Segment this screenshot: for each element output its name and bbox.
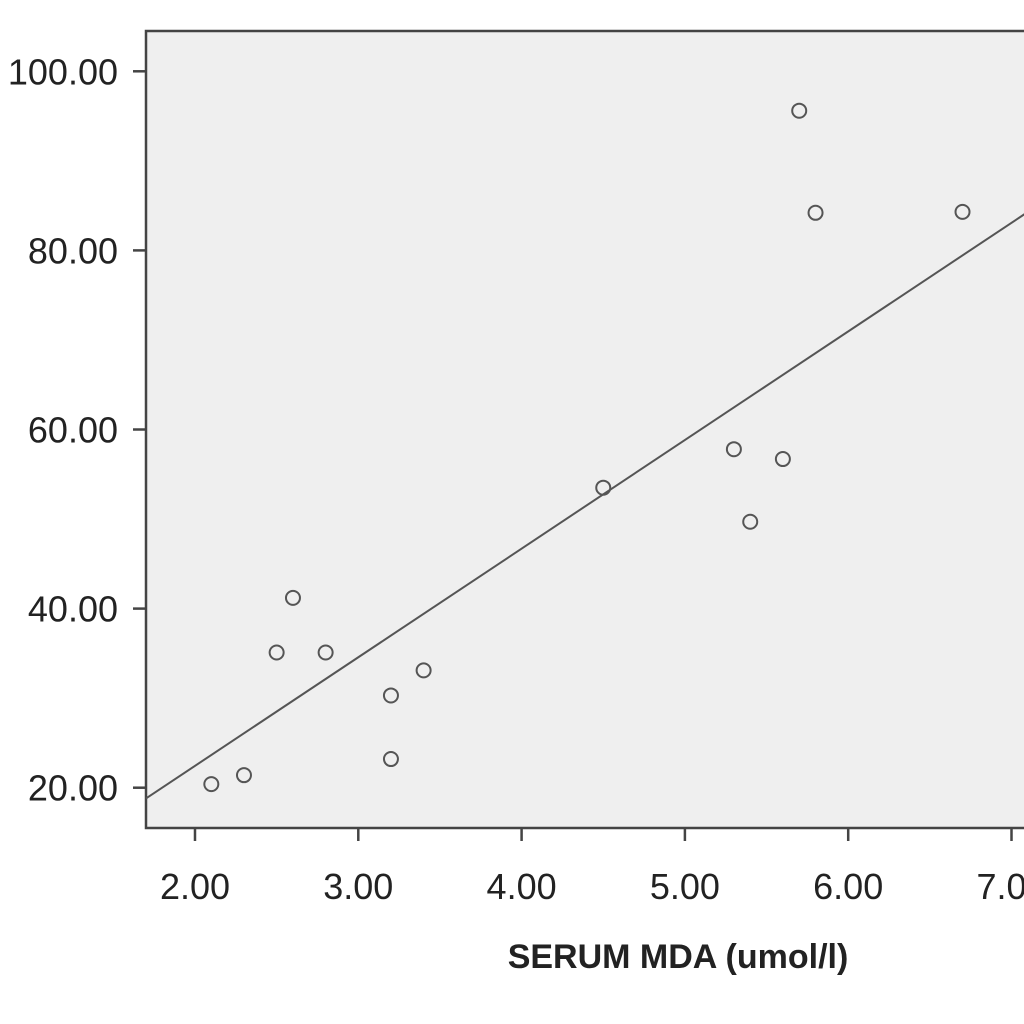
data-point-1 <box>203 776 220 793</box>
y-tick-label: 100.00 <box>8 51 118 92</box>
x-tick-label: 4.00 <box>487 866 557 907</box>
data-point-7 <box>382 751 399 768</box>
y-tick-label: 60.00 <box>28 410 118 451</box>
data-point-11 <box>742 513 759 530</box>
data-point-5 <box>317 644 334 661</box>
data-point-4 <box>284 589 301 606</box>
data-point-12 <box>774 451 791 468</box>
data-point-15 <box>954 203 971 220</box>
x-axis-title: SERUM MDA (umol/l) <box>508 938 849 976</box>
x-tick-label: 2.00 <box>160 866 230 907</box>
x-tick-label: 7.00 <box>976 866 1024 907</box>
x-tick-label: 6.00 <box>813 866 883 907</box>
data-point-2 <box>235 767 252 784</box>
data-point-6 <box>382 687 399 704</box>
y-tick-label: 40.00 <box>28 589 118 630</box>
y-tick-label: 20.00 <box>28 768 118 809</box>
data-point-10 <box>725 441 742 458</box>
data-point-14 <box>807 204 824 221</box>
x-tick-label: 3.00 <box>323 866 393 907</box>
plot-area <box>144 29 1024 830</box>
y-tick-label: 80.00 <box>28 230 118 271</box>
fit-line <box>145 213 1024 800</box>
data-point-3 <box>268 644 285 661</box>
x-tick-label: 5.00 <box>650 866 720 907</box>
data-point-9 <box>595 479 612 496</box>
data-point-13 <box>791 102 808 119</box>
data-point-8 <box>415 662 432 679</box>
